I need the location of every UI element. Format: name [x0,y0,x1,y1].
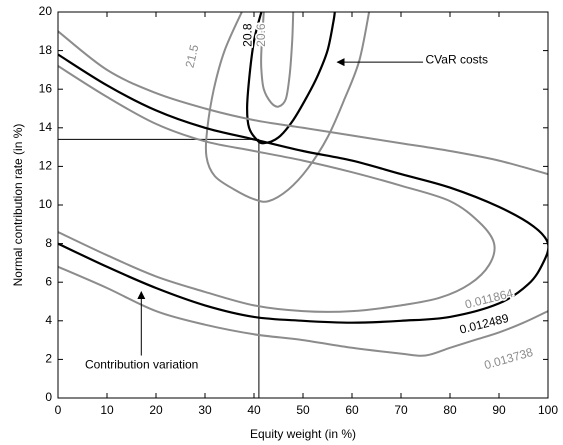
x-axis-label: Equity weight (in %) [250,427,356,441]
y-tick-label: 10 [39,197,53,211]
x-tick-label: 10 [100,403,114,417]
x-tick-label: 70 [394,403,408,417]
contour-line-20-6 [260,12,295,108]
contour-line-0-013738-part-1 [58,30,548,176]
x-tick-label: 0 [55,403,62,417]
x-tick-label: 100 [538,403,558,417]
x-tick-label: 30 [198,403,212,417]
plot-area [58,12,548,398]
y-axis-label: Normal contribution rate (in %) [11,124,25,287]
contour-label-20-6: 20.6 [254,23,268,47]
x-tick-label: 40 [247,403,261,417]
y-tick-label: 12 [39,159,53,173]
axes: 0 10 20 30 40 50 60 70 80 90 100 0 2 4 6 8 10 12 14 16 18 20 [39,4,559,417]
contour-line-20-8 [246,12,336,145]
contour-label-20-8: 20.8 [240,23,254,47]
y-tick-label: 6 [45,274,52,288]
x-tick-label: 50 [296,403,310,417]
contour-line-0-011864 [58,65,496,313]
y-tick-label: 16 [39,81,53,95]
x-tick-label: 20 [149,403,163,417]
contour-line-0-012489 [58,53,548,324]
y-tick-label: 2 [45,352,52,366]
y-tick-label: 20 [39,4,53,18]
y-tick-label: 14 [39,120,53,134]
annotation-label: CVaR costs [426,52,488,66]
contour-label-21-5: 21.5 [182,43,201,69]
x-tick-label: 80 [443,403,457,417]
y-tick-label: 0 [45,390,52,404]
x-tick-label: 90 [492,403,506,417]
x-tick-label: 60 [345,403,359,417]
contour-line-21-5 [204,12,371,203]
annotations: CVaR costs Contribution variation [85,52,488,371]
y-tick-label: 8 [45,236,52,250]
y-tick-label: 4 [45,313,52,327]
contour-lines [58,12,548,357]
reference-lines [58,138,260,398]
y-tick-label: 18 [39,43,53,57]
contour-line-0-013738-part-2 [58,265,548,357]
annotation-label: Contribution variation [85,357,198,371]
